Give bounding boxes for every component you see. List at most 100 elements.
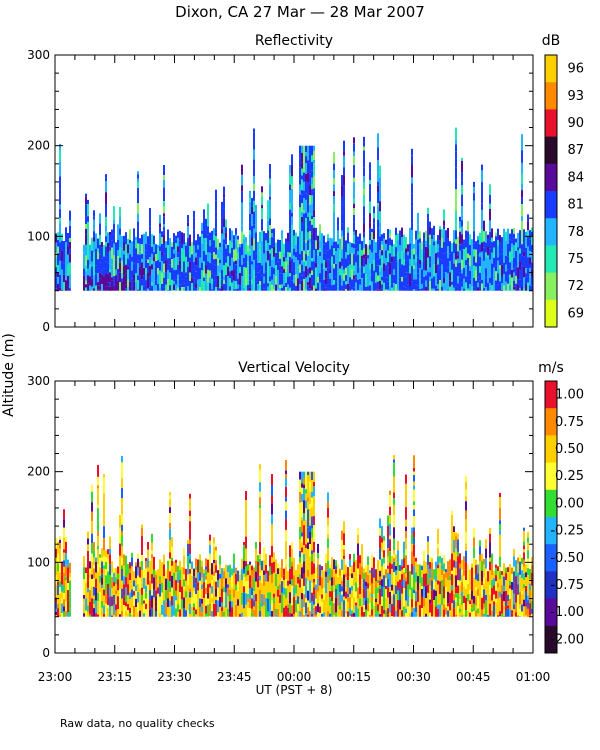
data-cell (155, 574, 157, 581)
data-cell (285, 460, 287, 471)
data-cell (55, 548, 57, 558)
data-cell (245, 491, 247, 500)
data-cell (179, 240, 181, 249)
data-cell (453, 230, 455, 243)
data-cell (165, 601, 167, 615)
data-cell (415, 254, 417, 262)
data-cell (217, 265, 219, 273)
data-cell (201, 566, 203, 578)
data-cell (505, 264, 507, 272)
data-cell (395, 255, 397, 262)
data-cell (187, 556, 189, 565)
data-cell (57, 603, 59, 609)
data-cell (199, 580, 201, 589)
data-cell (409, 227, 411, 235)
data-cell (301, 242, 303, 251)
data-cell (427, 257, 429, 270)
data-cell (353, 248, 355, 255)
data-cell (101, 558, 103, 562)
data-cell (89, 601, 91, 615)
data-cell (201, 230, 203, 234)
data-cell (339, 592, 341, 606)
data-cell (377, 259, 379, 266)
data-cell (159, 288, 161, 291)
data-cell (443, 261, 445, 273)
data-cell (309, 603, 311, 611)
data-cell (299, 599, 301, 612)
data-cell (257, 247, 259, 252)
data-cell (311, 592, 313, 602)
data-cell (187, 246, 189, 254)
data-cell (175, 576, 177, 581)
data-cell (207, 243, 209, 253)
data-cell (447, 285, 449, 291)
data-cell (189, 539, 191, 544)
data-cell (349, 594, 351, 598)
data-cell (225, 592, 227, 597)
data-cell (483, 571, 485, 578)
data-cell (405, 287, 407, 291)
data-cell (141, 555, 143, 561)
data-cell (147, 613, 149, 617)
data-cell (189, 510, 191, 517)
data-cell (309, 277, 311, 289)
data-cell (247, 245, 249, 252)
data-cell (181, 256, 183, 263)
data-cell (271, 233, 273, 238)
data-cell (93, 265, 95, 276)
data-cell (365, 600, 367, 610)
data-cell (267, 227, 269, 231)
data-cell (445, 260, 447, 272)
data-cell (311, 601, 313, 607)
data-cell (521, 594, 523, 605)
data-cell (405, 568, 407, 574)
data-cell (313, 200, 315, 210)
data-cell (349, 616, 351, 617)
data-cell (385, 265, 387, 278)
data-cell (273, 606, 275, 617)
data-cell (429, 262, 431, 268)
data-cell (115, 590, 117, 595)
data-cell (389, 539, 391, 552)
data-cell (383, 233, 385, 239)
reflectivity-title: Reflectivity (255, 33, 333, 49)
data-cell (331, 556, 333, 561)
data-cell (497, 260, 499, 274)
data-cell (301, 207, 303, 213)
data-cell (239, 570, 241, 575)
data-cell (305, 163, 307, 175)
data-cell (173, 249, 175, 254)
data-cell (447, 603, 449, 607)
data-cell (389, 494, 391, 507)
data-cell (369, 281, 371, 286)
data-cell (457, 276, 459, 284)
data-cell (453, 575, 455, 584)
data-cell (307, 240, 309, 251)
data-cell (489, 240, 491, 249)
data-cell (391, 581, 393, 585)
data-cell (135, 262, 137, 274)
data-cell (343, 555, 345, 559)
data-cell (169, 540, 171, 553)
data-cell (231, 257, 233, 271)
data-cell (453, 584, 455, 594)
data-cell (103, 565, 105, 569)
data-cell (385, 239, 387, 244)
data-cell (481, 267, 483, 280)
data-cell (335, 565, 337, 570)
data-cell (387, 565, 389, 569)
data-cell (203, 281, 205, 291)
data-cell (347, 593, 349, 598)
data-cell (301, 231, 303, 243)
data-cell (409, 243, 411, 249)
data-cell (169, 264, 171, 273)
data-cell (69, 562, 71, 574)
data-cell (313, 594, 315, 605)
data-cell (91, 553, 93, 562)
data-cell (153, 589, 155, 598)
data-cell (195, 288, 197, 291)
data-cell (427, 269, 429, 273)
data-cell (123, 275, 125, 286)
data-cell (399, 235, 401, 246)
